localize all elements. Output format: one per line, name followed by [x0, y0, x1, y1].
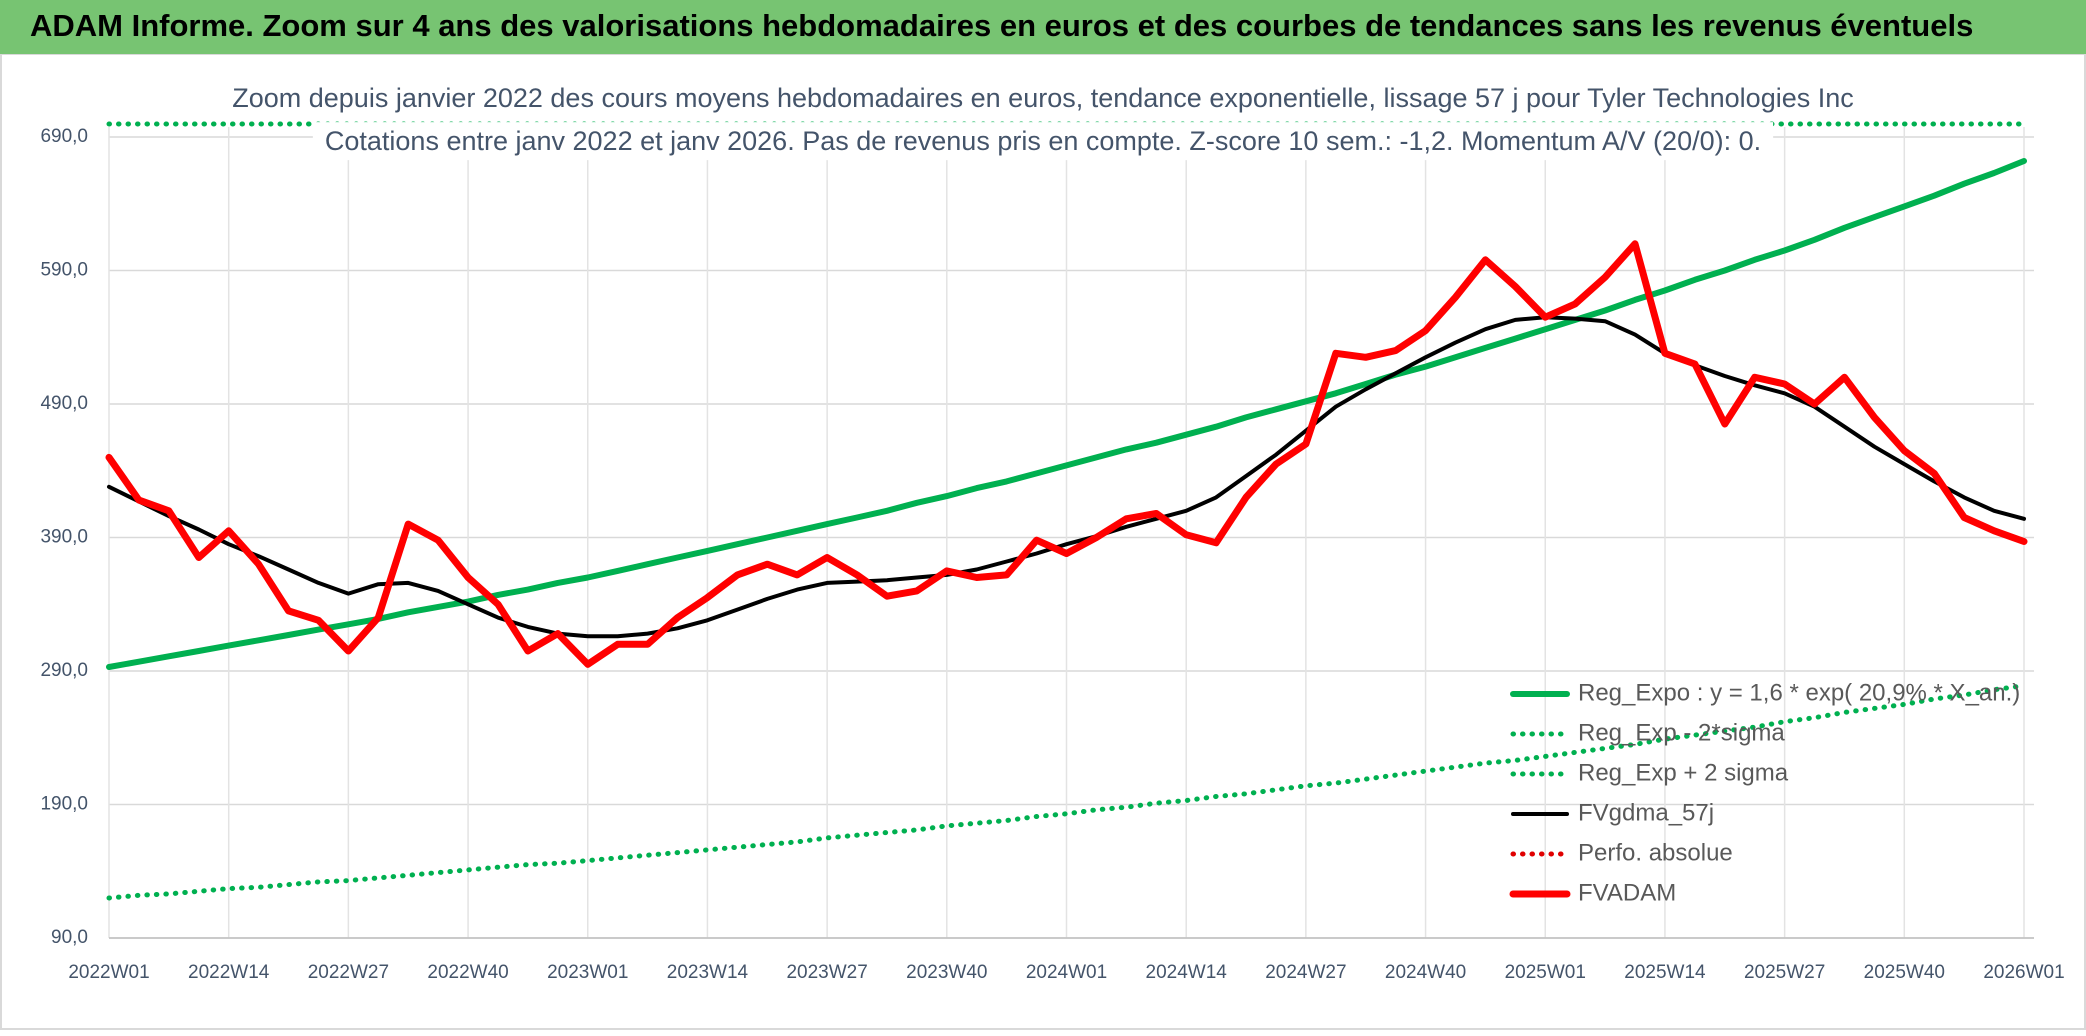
x-tick-label: 2022W14	[188, 962, 270, 983]
series-line	[106, 158, 2027, 670]
chart-subtitle: Cotations entre janv 2022 et janv 2026. …	[325, 126, 1761, 156]
title-background	[312, 122, 1774, 161]
x-tick-label: 2022W01	[68, 962, 149, 983]
legend-label: FVgdma_57j	[1578, 799, 1714, 826]
x-tick-label: 2026W01	[1983, 962, 2064, 983]
chart-title: Zoom depuis janvier 2022 des cours moyen…	[232, 83, 1854, 113]
y-tick-label: 590,0	[40, 260, 88, 281]
x-tick-label: 2022W40	[427, 962, 508, 983]
x-tick-label: 2024W14	[1146, 962, 1228, 983]
x-tick-label: 2023W01	[547, 962, 628, 983]
title-background	[220, 79, 1866, 118]
legend-label: Perfo. absolue	[1578, 839, 1733, 866]
legend-label: Reg_Exp + 2 sigma	[1578, 759, 1789, 786]
x-tick-label: 2024W27	[1265, 962, 1346, 983]
x-tick-label: 2025W01	[1505, 962, 1586, 983]
y-tick-label: 290,0	[40, 660, 88, 681]
x-tick-label: 2023W27	[786, 962, 867, 983]
y-tick-label: 190,0	[40, 794, 88, 815]
series-line	[106, 683, 2027, 901]
x-tick-label: 2024W01	[1026, 962, 1107, 983]
legend-label: FVADAM	[1578, 879, 1676, 906]
x-tick-label: 2023W40	[906, 962, 987, 983]
legend-label: Reg_Expo : y = 1,6 * exp( 20,9% * X_an.)	[1578, 679, 2020, 706]
series-line	[107, 315, 2026, 639]
legend-label: Reg_Exp - 2*sigma	[1578, 719, 1785, 746]
header-band	[0, 0, 2086, 54]
header-title: ADAM Informe. Zoom sur 4 ans des valoris…	[30, 8, 1973, 43]
y-tick-label: 690,0	[40, 126, 88, 147]
y-tick-label: 490,0	[40, 393, 88, 414]
y-tick-label: 390,0	[40, 527, 88, 548]
x-tick-label: 2025W40	[1864, 962, 1945, 983]
x-tick-label: 2024W40	[1385, 962, 1466, 983]
series-line	[105, 240, 2028, 668]
x-tick-label: 2025W14	[1624, 962, 1706, 983]
x-tick-label: 2025W27	[1744, 962, 1825, 983]
y-tick-label: 90,0	[51, 927, 88, 948]
x-tick-label: 2022W27	[308, 962, 389, 983]
x-tick-label: 2023W14	[667, 962, 749, 983]
